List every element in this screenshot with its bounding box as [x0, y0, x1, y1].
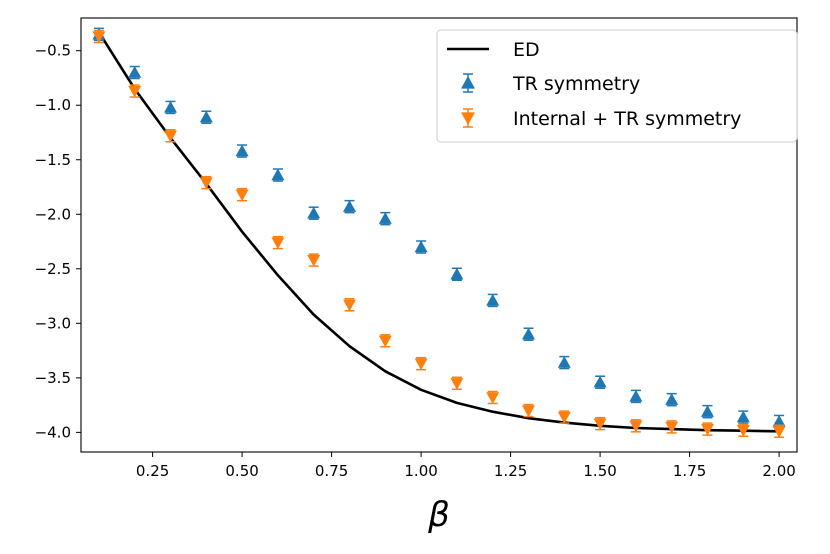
y-tick-label: −0.5	[35, 42, 71, 60]
data-point	[343, 200, 356, 212]
data-point	[235, 189, 249, 202]
data-point	[450, 267, 464, 280]
axes: 0.25 0.50 0.75 1.00 1.25 1.50 1.75 2.00 −0.5 −1.0…	[35, 17, 798, 535]
data-point	[522, 327, 535, 340]
legend-label: Internal + TR symmetry	[513, 108, 741, 130]
data-point	[522, 405, 535, 418]
y-tick-label: −2.0	[35, 205, 71, 223]
x-tick-label: 1.00	[404, 462, 437, 480]
data-point	[271, 168, 285, 181]
legend-item: ED	[447, 39, 540, 61]
y-tick-label: −3.0	[35, 314, 71, 332]
plot-area	[92, 27, 786, 439]
data-point	[772, 426, 786, 438]
series-internal-tr-symmetry	[92, 29, 786, 439]
series-tr-symmetry	[92, 27, 786, 429]
data-point	[593, 418, 607, 431]
data-point	[128, 66, 142, 78]
data-point	[629, 389, 643, 402]
legend-marker	[461, 112, 475, 125]
legend-item: Internal + TR symmetry	[461, 108, 741, 130]
data-point	[701, 405, 714, 417]
data-point	[665, 421, 679, 434]
y-tick-label: −1.0	[35, 96, 71, 114]
x-tick-label: 1.25	[494, 462, 527, 480]
legend-marker	[461, 76, 475, 89]
legend-label: TR symmetry	[512, 73, 640, 95]
data-point	[557, 356, 571, 368]
data-point	[235, 144, 249, 157]
data-point	[593, 375, 607, 388]
data-point	[701, 423, 714, 436]
data-point	[307, 206, 321, 219]
data-point	[557, 411, 571, 424]
data-point	[128, 85, 142, 98]
x-tick-label: 1.50	[583, 462, 616, 480]
x-tick-label: 0.50	[225, 462, 258, 480]
data-point	[378, 335, 392, 348]
axes-frame	[80, 17, 798, 453]
ed-line	[97, 31, 780, 433]
data-point	[343, 299, 356, 312]
legend: ED TR symmetry Internal + TR symmetry	[436, 29, 798, 143]
legend-label: ED	[513, 39, 540, 61]
data-point	[772, 414, 786, 427]
data-point	[414, 240, 428, 253]
data-point	[414, 358, 428, 371]
data-point	[164, 100, 177, 113]
data-point	[450, 378, 464, 390]
data-point	[92, 31, 106, 44]
legend-item: TR symmetry	[461, 73, 640, 95]
x-tick-label: 0.25	[136, 462, 169, 480]
data-point	[665, 393, 679, 405]
data-point	[486, 293, 500, 306]
x-tick-label: 0.75	[315, 462, 348, 480]
data-point	[199, 110, 213, 123]
data-point	[271, 237, 285, 250]
y-tick-label: −3.5	[35, 369, 71, 387]
data-point	[736, 424, 750, 437]
legend-box	[436, 29, 798, 143]
data-point	[307, 254, 321, 267]
y-tick-label: −2.5	[35, 260, 71, 278]
data-point	[486, 392, 500, 404]
x-tick-label: 1.75	[673, 462, 706, 480]
series-ed	[97, 31, 780, 433]
data-point	[378, 212, 392, 224]
data-point	[629, 420, 643, 433]
x-axis-label: β	[427, 495, 450, 535]
y-tick-label: −1.5	[35, 151, 71, 169]
data-point	[199, 177, 213, 190]
x-tick-label: 2.00	[762, 462, 795, 480]
y-tick-label: −4.0	[35, 423, 71, 441]
data-point	[164, 130, 177, 143]
data-point	[736, 410, 750, 423]
